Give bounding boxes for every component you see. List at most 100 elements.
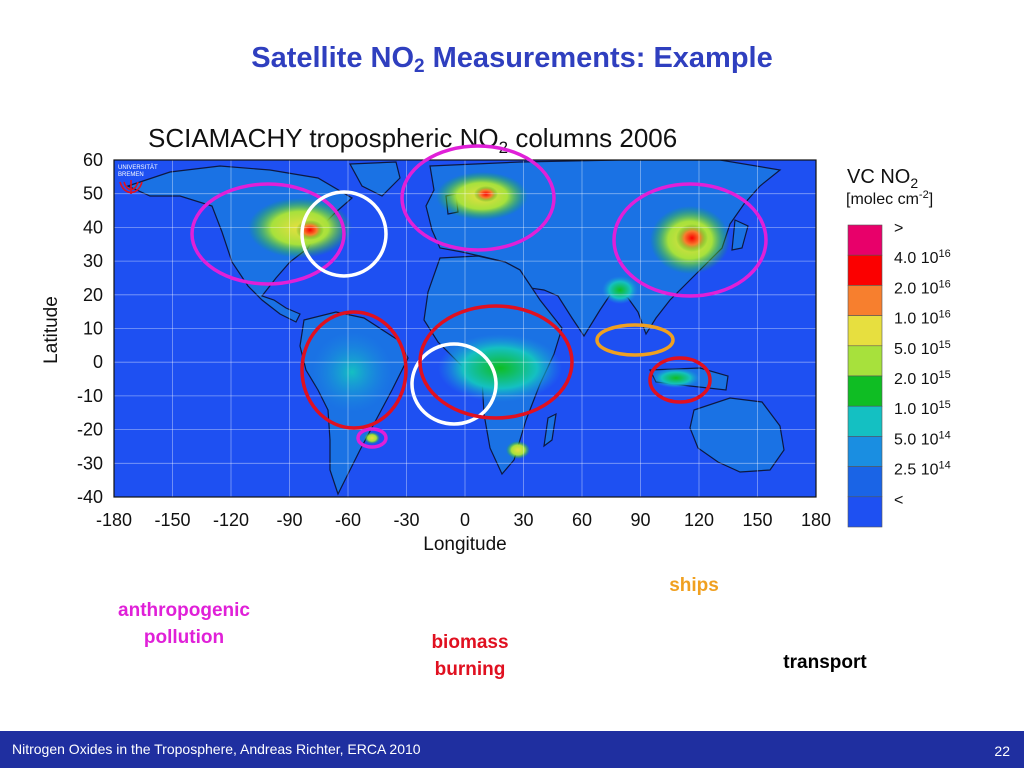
circle-africa — [418, 304, 574, 420]
y-tick-label: 30 — [83, 251, 103, 271]
map-frame — [113, 159, 817, 498]
x-tick-label: 120 — [684, 510, 714, 530]
map-title-prefix: SCIAMACHY tropospheric NO — [148, 123, 499, 153]
x-tick-label: 180 — [801, 510, 831, 530]
hotspot-central-africa — [438, 334, 562, 402]
legend-label-base: > — [894, 220, 903, 237]
y-axis-label: Latitude — [41, 296, 62, 364]
legend-label-exponent: 16 — [938, 248, 950, 260]
circle-shipping-lane — [595, 323, 675, 357]
legend-unit-prefix: [molec cm — [846, 191, 919, 208]
legend-label: 1.0 1016 — [894, 309, 951, 328]
university-bremen-logo: UNIVERSITÄT BREMEN — [118, 164, 158, 194]
x-tick-label: 0 — [460, 510, 470, 530]
x-tick-label: 60 — [572, 510, 592, 530]
footer-text: Nitrogen Oxides in the Troposphere, Andr… — [12, 741, 421, 757]
y-tick-label: -30 — [77, 453, 103, 473]
circle-north-america — [190, 182, 346, 286]
x-tick-label: 150 — [742, 510, 772, 530]
circle-atlantic-south — [410, 342, 498, 426]
legend-label: 2.0 1016 — [894, 278, 951, 297]
legend-label-base: < — [894, 492, 903, 509]
hotspot-us-east — [296, 220, 324, 240]
x-tick-label: 90 — [630, 510, 650, 530]
x-tick-label: -180 — [96, 510, 132, 530]
hotspot-china — [676, 224, 708, 252]
y-tick-label: -10 — [77, 386, 103, 406]
circle-atlantic-north — [300, 190, 388, 278]
no2-hotspots — [248, 172, 730, 459]
legend-label-exponent: 15 — [938, 339, 950, 351]
legend-label-base: 5.0 10 — [894, 431, 939, 448]
hotspot-south-africa — [506, 441, 530, 459]
caption-transport: transport — [783, 652, 867, 673]
hotspot-india — [602, 276, 638, 304]
hotspot-buenos-aires — [364, 432, 380, 444]
circle-buenos-aires — [356, 427, 388, 449]
legend-swatch — [847, 436, 883, 467]
madagascar-land — [543, 412, 557, 448]
x-axis-label: Longitude — [423, 534, 506, 555]
logo-mark — [119, 180, 143, 194]
map-title-suffix: columns 2006 — [508, 123, 677, 153]
legend-swatch — [847, 254, 883, 286]
caption-ships: ships — [669, 575, 719, 596]
caption-biomass-burning: biomass burning — [431, 632, 509, 680]
australia-land — [689, 397, 785, 473]
legend-label-base: 2.0 10 — [894, 371, 939, 388]
legend-unit: [molec cm-2] — [846, 189, 933, 208]
legend-swatch — [847, 405, 883, 437]
annotation-circles — [190, 144, 768, 449]
caption-anthropogenic-pollution: anthropogenic pollution — [118, 600, 250, 648]
circle-south-america — [300, 310, 408, 430]
circle-indonesia — [648, 356, 712, 404]
y-tick-label: 60 — [83, 150, 103, 170]
y-tick-label: -40 — [77, 487, 103, 507]
circle-east-asia — [612, 182, 768, 298]
legend-label: < — [894, 492, 903, 509]
x-tick-label: -60 — [335, 510, 361, 530]
y-tick-label: 20 — [83, 285, 103, 305]
legend-title-subscript: 2 — [910, 175, 918, 191]
y-tick-label: 10 — [83, 319, 103, 339]
legend-label-exponent: 15 — [938, 369, 950, 381]
y-axis-ticks: 60 50 40 30 20 10 0 -10 -20 -30 -40 — [77, 150, 103, 507]
legend-title-prefix: VC NO — [847, 166, 910, 188]
legend-label-exponent: 16 — [938, 278, 950, 290]
x-tick-label: -90 — [276, 510, 302, 530]
legend-label: 1.0 1015 — [894, 399, 951, 418]
legend-unit-suffix: ] — [929, 191, 933, 208]
legend-swatch — [847, 315, 883, 347]
legend-label-exponent: 15 — [938, 399, 950, 411]
hotspot-indonesia — [652, 368, 700, 388]
legend-label-exponent: 14 — [938, 460, 950, 472]
x-tick-label: -120 — [213, 510, 249, 530]
legend-swatch — [847, 496, 883, 528]
footer-bar: Nitrogen Oxides in the Troposphere, Andr… — [0, 731, 1024, 768]
legend-label-exponent: 16 — [938, 309, 950, 321]
legend-label-base: 4.0 10 — [894, 250, 939, 267]
legend-label-base: 2.0 10 — [894, 280, 939, 297]
legend-label-base: 1.0 10 — [894, 401, 939, 418]
legend-label: 2.0 1015 — [894, 369, 951, 388]
legend-swatch — [847, 285, 883, 316]
slide-title-prefix: Satellite NO — [251, 42, 415, 74]
hotspot-europe-core — [474, 186, 498, 202]
x-tick-label: -30 — [393, 510, 419, 530]
y-tick-label: 40 — [83, 217, 103, 237]
map-title: SCIAMACHY tropospheric NO2 columns 2006 — [148, 123, 677, 157]
no2-map-figure: SCIAMACHY tropospheric NO 2 columns 2006 — [41, 123, 951, 555]
greenland-land — [349, 161, 401, 197]
legend-label-base: 1.0 10 — [894, 311, 939, 328]
x-axis-ticks: -180 -150 -120 -90 -60 -30 0 30 60 90 120 150 180 — [96, 510, 831, 530]
legend-label: 2.5 1014 — [894, 460, 951, 479]
legend-label-exponent: 14 — [938, 429, 950, 441]
legend-label: 5.0 1015 — [894, 339, 951, 358]
legend-label: > — [894, 220, 903, 237]
legend-unit-superscript: -2 — [919, 189, 929, 201]
legend-swatch — [847, 375, 883, 407]
legend-label-base: 5.0 10 — [894, 341, 939, 358]
x-tick-label: 30 — [513, 510, 533, 530]
